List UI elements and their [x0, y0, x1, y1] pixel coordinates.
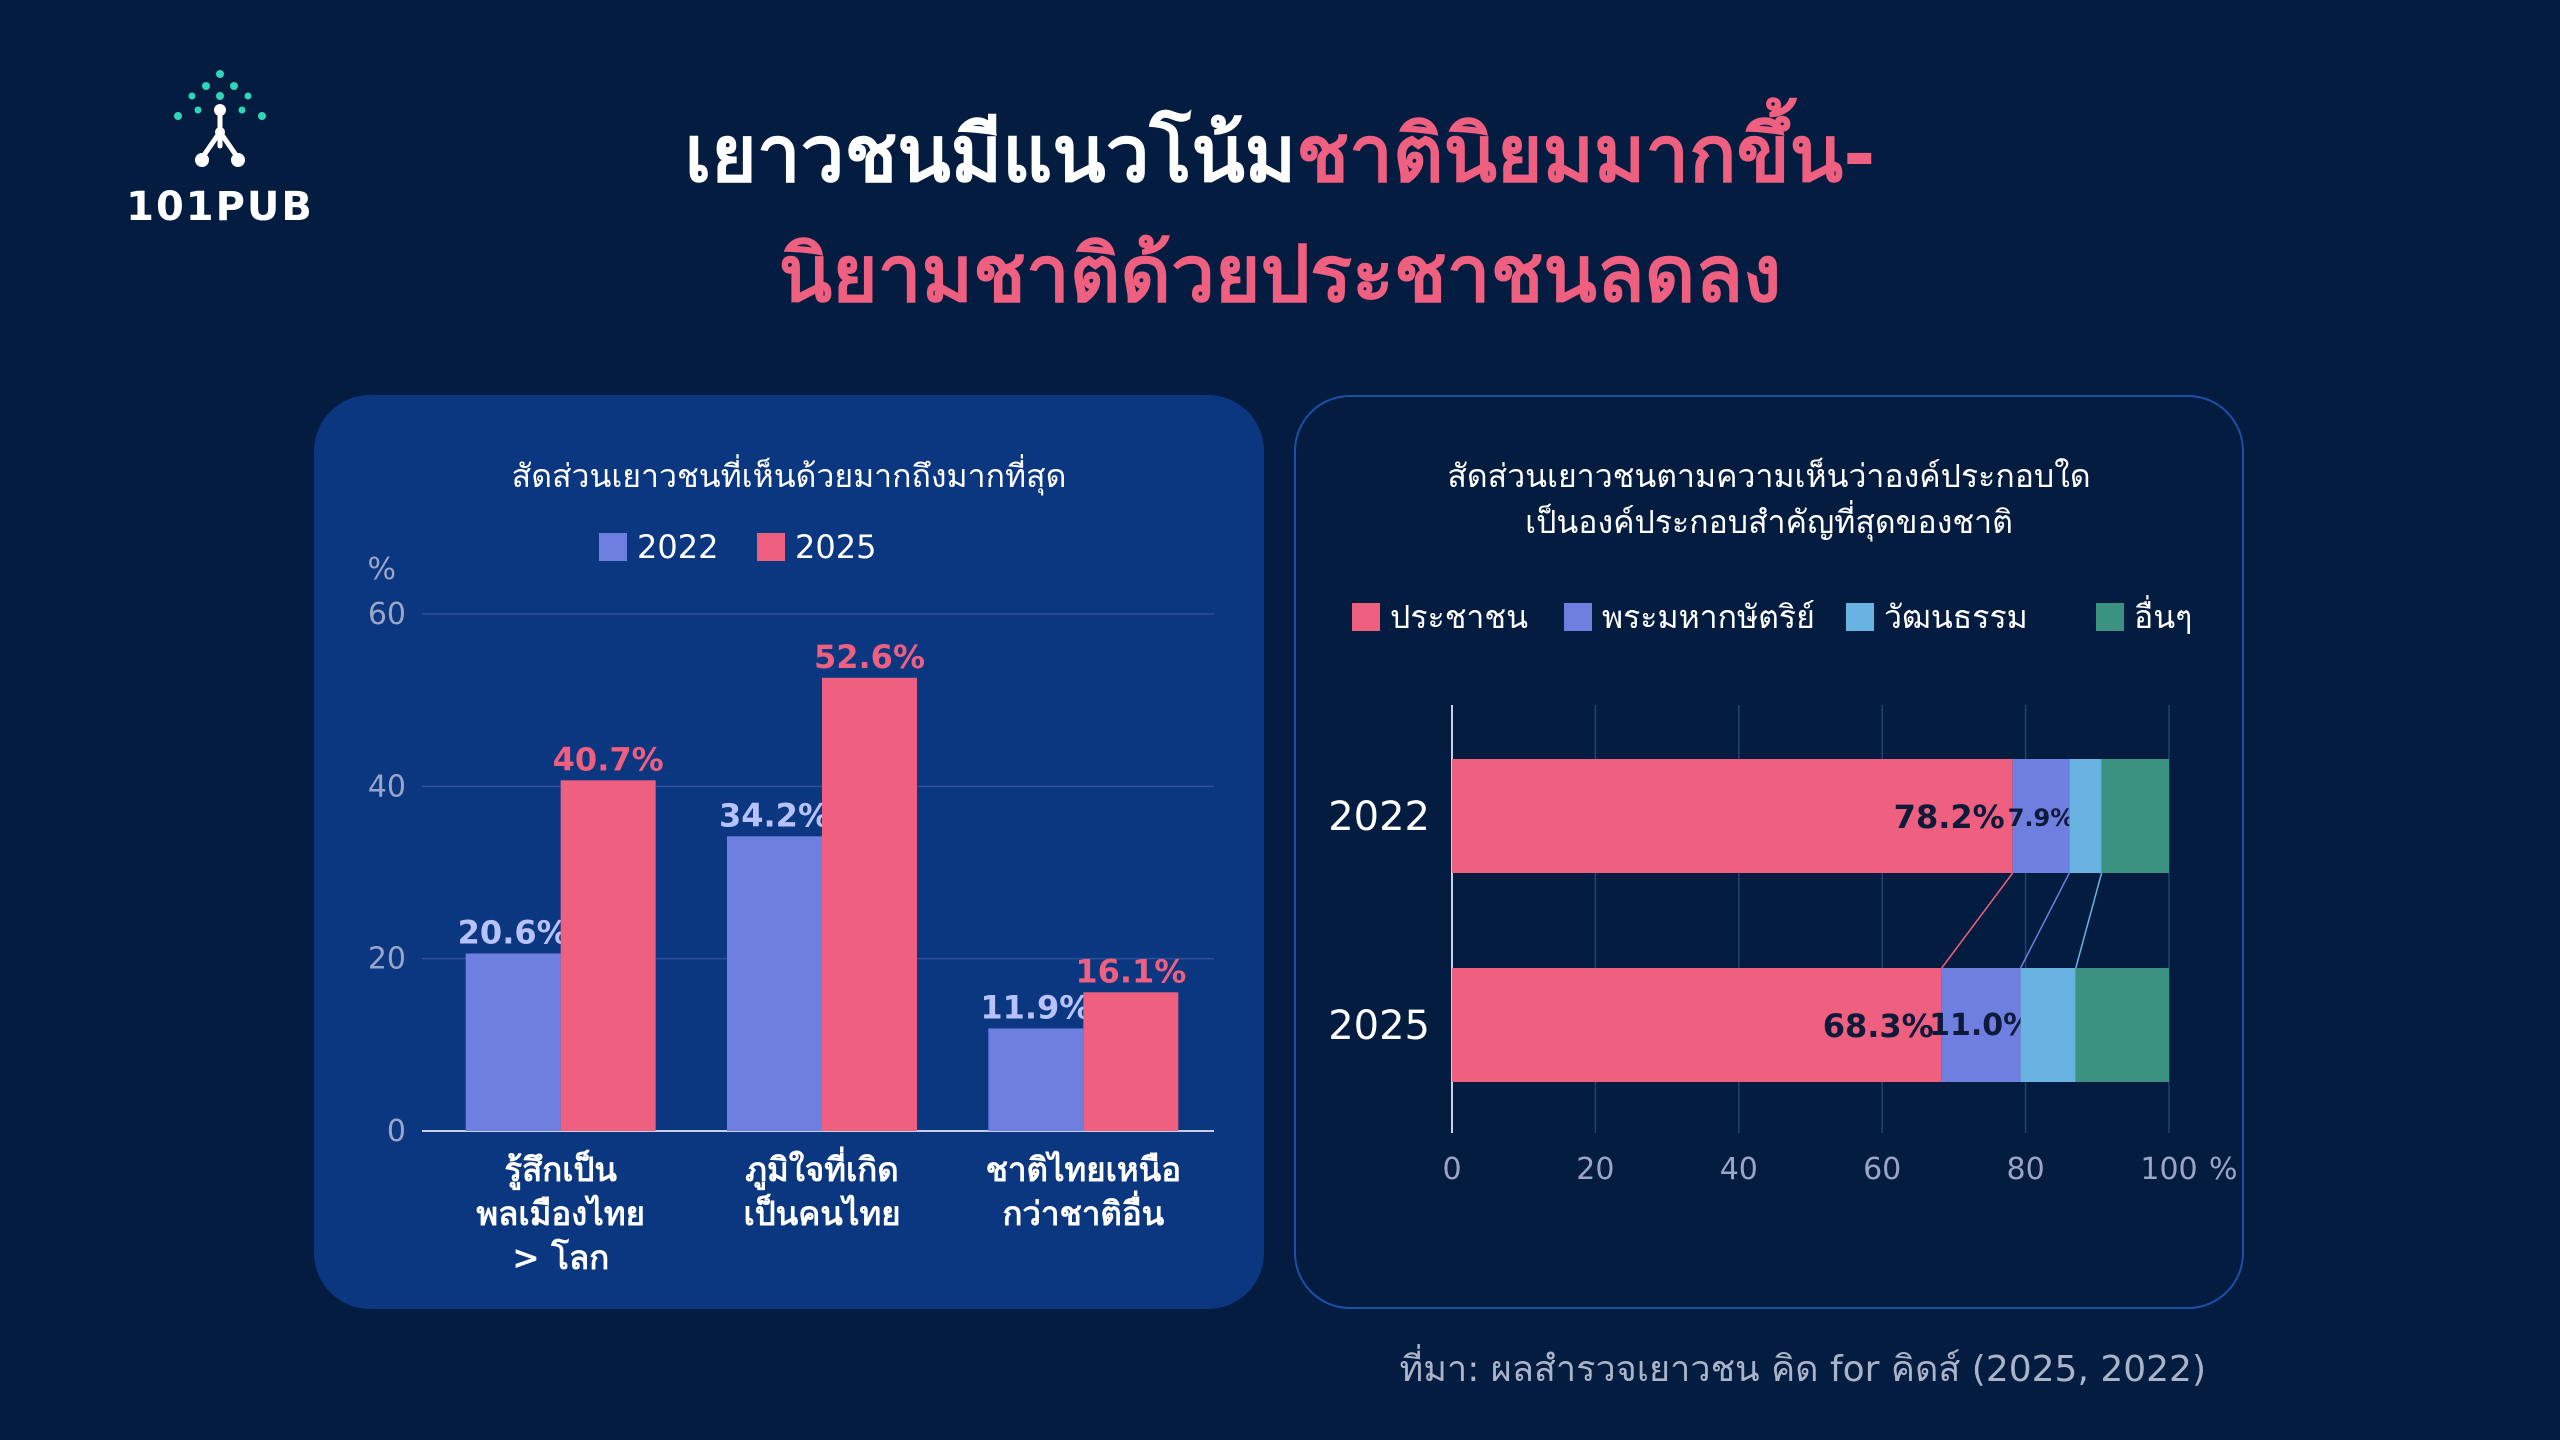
category-label-0: รู้สึกเป็น	[504, 1149, 617, 1191]
row-label-2025: 2025	[1328, 1003, 1430, 1049]
x-tick-label: 20	[1576, 1152, 1614, 1187]
segment-1-2022	[2012, 759, 2070, 873]
data-label-2025-0: 40.7%	[553, 740, 664, 778]
segment-label-0-2022: 78.2%	[1894, 798, 2005, 836]
legend-swatch-3	[2096, 603, 2124, 631]
legend-label-3: อื่นๆ	[2134, 595, 2192, 636]
category-label-0: > โลก	[512, 1238, 609, 1277]
bar-2022-2	[988, 1028, 1084, 1131]
stacked-bar-chart-panel: สัดส่วนเยาวชนตามความเห็นว่าองค์ประกอบใดเ…	[1294, 395, 2244, 1309]
legend-swatch-0	[1352, 603, 1380, 631]
x-tick-label: 100	[2140, 1152, 2197, 1187]
legend-label-0: ประชาชน	[1390, 598, 1528, 636]
y-tick-label: 60	[368, 597, 406, 632]
segment-1-2025	[1941, 968, 2021, 1082]
connector-line-1	[2019, 872, 2071, 969]
x-axis-unit: %	[2209, 1152, 2238, 1187]
source-note: ที่มา: ผลสำรวจเยาวชน คิด for คิดส์ (2025…	[1399, 1349, 2206, 1390]
x-tick-label: 60	[1863, 1152, 1901, 1187]
legend-swatch-2025	[757, 533, 785, 561]
bar-2025-0	[560, 780, 656, 1131]
page-title-line2: นิยามชาติด้วยประชาชนลดลง	[0, 236, 2560, 314]
data-label-2022-0: 20.6%	[458, 913, 569, 951]
connector-line-2	[2075, 872, 2103, 969]
data-label-2025-2: 16.1%	[1075, 952, 1186, 990]
segment-0-2025	[1452, 968, 1942, 1082]
category-label-1: ภูมิใจที่เกิด	[745, 1146, 898, 1191]
category-label-2: ชาติไทยเหนือ	[986, 1150, 1181, 1189]
segment-label-0-2025: 68.3%	[1823, 1007, 1934, 1045]
legend-swatch-2022	[599, 533, 627, 561]
title-white-part: เยาวชนมีแนวโน้ม	[684, 110, 1297, 200]
title-pink-line2: นิยามชาติด้วยประชาชนลดลง	[778, 230, 1782, 320]
legend-swatch-2	[1846, 603, 1874, 631]
chart1-title: สัดส่วนเยาวชนที่เห็นด้วยมากถึงมากที่สุด	[512, 454, 1067, 496]
title-pink-part: ชาตินิยมมากขึ้น-	[1296, 110, 1876, 200]
category-label-0: พลเมืองไทย	[476, 1194, 645, 1233]
data-label-2022-1: 34.2%	[719, 796, 830, 834]
segment-label-1-2022: 7.9%	[2008, 804, 2075, 832]
chart2-title: เป็นองค์ประกอบสำคัญที่สุดของชาติ	[1525, 500, 2013, 542]
page-title-line1: เยาวชนมีแนวโน้มชาตินิยมมากขึ้น-	[0, 116, 2560, 194]
segment-3-2022	[2101, 759, 2169, 873]
stacked-bar-chart: สัดส่วนเยาวชนตามความเห็นว่าองค์ประกอบใดเ…	[1328, 457, 2238, 1187]
legend-swatch-1	[1564, 603, 1592, 631]
segment-2-2025	[2020, 968, 2076, 1082]
bar-chart-panel: สัดส่วนเยาวชนที่เห็นด้วยมากถึงมากที่สุด 2…	[314, 395, 1264, 1309]
bar-2025-2	[1083, 992, 1179, 1131]
legend-label-2022: 2022	[637, 528, 718, 566]
x-tick-label: 80	[2007, 1152, 2045, 1187]
bar-2022-0	[465, 953, 561, 1131]
logo-text: 101PUB	[126, 184, 314, 230]
category-label-2: กว่าชาติอื่น	[1002, 1190, 1164, 1233]
legend-label-2: วัฒนธรรม	[1884, 598, 2028, 636]
segment-label-1-2025: 11.0%	[1929, 1008, 2033, 1043]
x-tick-label: 0	[1442, 1152, 1461, 1187]
bar-2025-1	[822, 677, 917, 1131]
y-tick-label: 0	[387, 1114, 406, 1149]
row-label-2022: 2022	[1328, 794, 1430, 840]
legend-label-2025: 2025	[795, 528, 876, 566]
x-tick-label: 40	[1720, 1152, 1758, 1187]
grouped-bar-chart: สัดส่วนเยาวชนที่เห็นด้วยมากถึงมากที่สุด 2…	[367, 454, 1214, 1277]
segment-3-2025	[2075, 968, 2169, 1082]
logo: 101PUB	[120, 66, 320, 236]
y-tick-label: 20	[368, 942, 406, 977]
y-axis-unit: %	[367, 552, 396, 587]
segment-0-2022	[1452, 759, 2013, 873]
chart2-title: สัดส่วนเยาวชนตามความเห็นว่าองค์ประกอบใด	[1447, 457, 2090, 495]
segment-2-2022	[2069, 759, 2102, 873]
logo-network-icon	[174, 70, 266, 167]
category-label-1: เป็นคนไทย	[743, 1193, 900, 1233]
data-label-2025-1: 52.6%	[814, 638, 925, 676]
data-label-2022-2: 11.9%	[980, 988, 1091, 1026]
connector-line-0	[1941, 872, 2014, 969]
legend-label-1: พระมหากษัตริย์	[1602, 598, 1815, 636]
bar-2022-1	[727, 836, 822, 1131]
y-tick-label: 40	[368, 769, 406, 804]
